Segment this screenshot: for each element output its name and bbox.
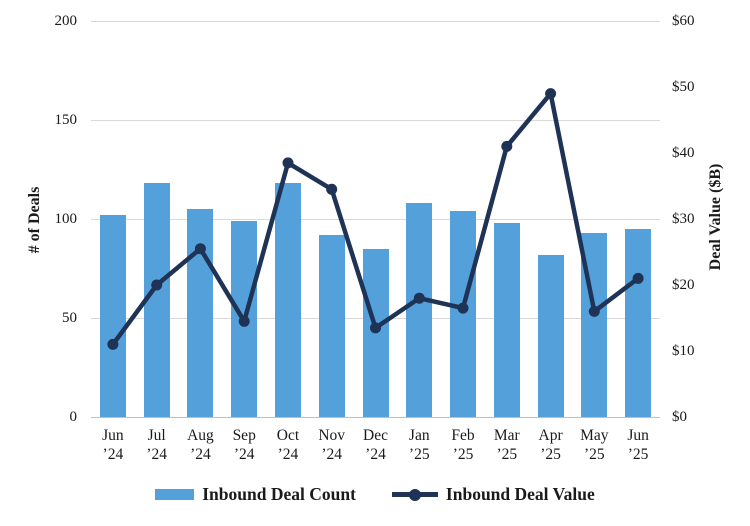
deal-count-bar: [406, 203, 433, 417]
x-axis-category-label: Sep ’24: [232, 427, 256, 463]
deal-count-bar: [318, 234, 345, 417]
deal-count-bar: [99, 215, 126, 417]
right-axis-tick-label: $20: [672, 277, 695, 293]
deal-value-point: [501, 140, 513, 152]
legend-item-deal-count: Inbound Deal Count: [155, 484, 356, 505]
x-axis-category-label: Aug ’24: [187, 427, 214, 463]
x-axis-category-label: Dec ’24: [363, 427, 388, 463]
deal-value-point: [326, 183, 338, 195]
left-axis-tick-label: 150: [54, 112, 78, 128]
x-axis-category-label: Feb ’25: [451, 427, 475, 463]
x-axis-category-label: Jan ’25: [408, 427, 430, 463]
gridline: [91, 218, 660, 220]
legend-item-deal-value: Inbound Deal Value: [391, 484, 595, 505]
x-axis-category-label: May ’25: [580, 427, 609, 463]
right-axis-tick-label: $50: [672, 79, 695, 95]
x-axis-category-label: Apr ’25: [538, 427, 563, 463]
deal-value-line: [110, 91, 641, 347]
left-axis-tick-label: 100: [54, 211, 78, 227]
right-axis-tick-label: $30: [672, 211, 695, 227]
deal-count-bar: [537, 254, 564, 417]
gridline: [91, 20, 660, 22]
x-axis-category-label: Jun ’25: [627, 427, 649, 463]
x-axis-category-label: Jul ’24: [146, 427, 167, 463]
right-axis-tick-label: $40: [672, 145, 695, 161]
gridline: [91, 119, 660, 121]
x-axis-category-label: Mar ’25: [493, 427, 520, 463]
deal-value-point: [151, 279, 163, 291]
right-axis-tick-label: $10: [672, 343, 695, 359]
x-axis-category-label: Oct ’24: [276, 427, 300, 463]
deal-value-point: [632, 272, 644, 284]
deal-count-bar: [625, 228, 652, 417]
x-axis-category-label: Nov ’24: [318, 427, 346, 463]
deal-value-point: [370, 322, 381, 334]
deal-value-point: [588, 305, 600, 317]
legend-label-deal-value: Inbound Deal Value: [445, 484, 595, 504]
legend-label-deal-count: Inbound Deal Count: [202, 484, 356, 504]
deal-count-bar: [450, 211, 477, 417]
deal-value-point: [282, 157, 294, 169]
deal-value-point: [413, 292, 425, 304]
right-axis-tick-label: $0: [672, 409, 687, 425]
left-axis-tick-label: 200: [54, 13, 78, 29]
bar-swatch-icon: [155, 489, 195, 500]
x-axis-category-label: Jun ’24: [102, 427, 124, 463]
right-axis-tick-label: $60: [672, 13, 695, 29]
line-swatch-icon: [391, 488, 438, 501]
deal-value-point: [238, 315, 250, 327]
deal-value-point: [545, 88, 557, 100]
deal-count-bar: [493, 222, 520, 417]
deal-value-point: [194, 243, 206, 255]
left-axis-tick-label: 0: [69, 409, 78, 425]
deal-value-point: [457, 302, 469, 314]
x-axis-line: [91, 416, 660, 418]
deal-count-bar: [274, 183, 301, 417]
legend: Inbound Deal Count Inbound Deal Value: [0, 484, 750, 505]
line-swatch-dot: [408, 488, 421, 501]
left-axis-tick-label: 50: [62, 310, 77, 326]
deal-value-point: [107, 338, 119, 350]
